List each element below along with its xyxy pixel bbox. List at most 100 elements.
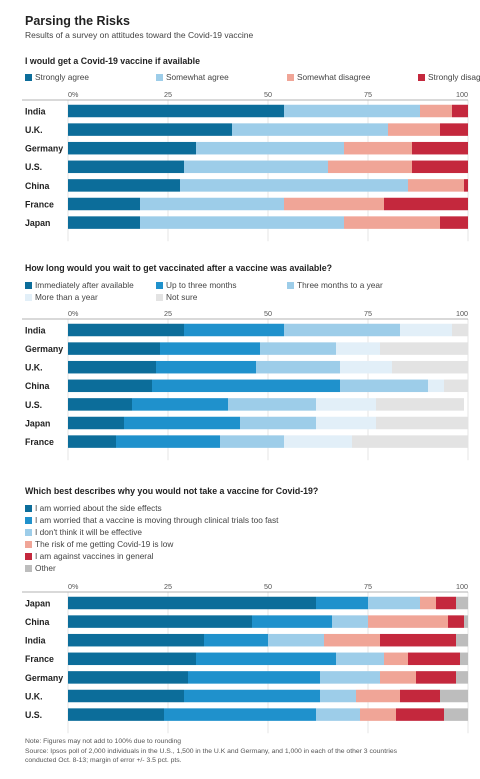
chart-2-bar-segment <box>116 435 220 448</box>
legend-label: More than a year <box>35 292 98 302</box>
chart-3-bar-segment <box>420 596 436 610</box>
chart-3-legend-item: I am against vaccines in general <box>25 551 154 561</box>
legend-label: I am against vaccines in general <box>35 551 154 561</box>
legend-label: Three months to a year <box>297 280 383 290</box>
footnote-source: Source: Ipsos poll of 2,000 individuals … <box>25 747 398 755</box>
chart-3-bar-segment <box>380 633 456 647</box>
legend-swatch <box>25 541 32 548</box>
chart-1-bar-segment <box>328 160 412 174</box>
chart-1-category-label: India <box>25 106 46 116</box>
chart-3-legend-item: Other <box>25 563 56 573</box>
chart-3-bar-segment <box>252 615 332 628</box>
chart-1-legend-item: Strongly disagree <box>418 72 480 82</box>
chart-3-bar-segment <box>380 671 416 684</box>
chart-3-bar-segment <box>320 689 356 703</box>
chart-2-title: How long would you wait to get vaccinate… <box>25 263 332 273</box>
legend-swatch <box>25 294 32 301</box>
chart-3-bar-segment <box>164 708 316 721</box>
chart-2-bar-segment <box>452 323 468 337</box>
chart-3-tick-label: 100 <box>456 582 468 591</box>
chart-3-bar-segment <box>384 652 408 666</box>
legend-swatch <box>287 74 294 81</box>
chart-2-bar-segment <box>260 342 336 355</box>
chart-3-bar-segment <box>444 708 468 721</box>
chart-1-bar-segment <box>68 216 140 229</box>
chart-2-bar-segment <box>340 379 428 393</box>
chart-2-bar-segment <box>68 416 124 430</box>
chart-3-bar-segment <box>68 633 204 647</box>
chart-1-bar-segment <box>412 141 468 155</box>
chart-2-bar-segment <box>376 416 468 430</box>
chart-3-bar-segment <box>456 633 468 647</box>
chart-1-category-label: France <box>25 199 54 209</box>
chart-1-tick-label: 25 <box>164 90 172 99</box>
chart-3-bar-segment <box>316 708 360 721</box>
chart-2-legend-item: Immediately after available <box>25 280 134 290</box>
chart-3-bar-segment <box>368 615 448 628</box>
chart-2-bar-segment <box>184 323 284 337</box>
chart-2-tick-label: 100 <box>456 309 468 318</box>
chart-2-legend-item: Not sure <box>156 292 197 302</box>
chart-3-bar-segment <box>336 652 384 666</box>
legend-label: Up to three months <box>166 280 237 290</box>
chart-2-bar-segment <box>376 398 464 411</box>
chart-2-bar-segment <box>68 323 184 337</box>
chart-1-legend-item: Somewhat agree <box>156 72 229 82</box>
chart-1-bar-segment <box>388 123 440 136</box>
chart-3-bar-segment <box>316 596 368 610</box>
chart-1-bar-segment <box>68 123 232 136</box>
chart-2-legend-item: More than a year <box>25 292 98 302</box>
chart-3-tick-label: 75 <box>364 582 372 591</box>
chart-3-bar-segment <box>436 596 456 610</box>
chart-3-bar-segment <box>408 652 460 666</box>
chart-2-legend-item: Up to three months <box>156 280 237 290</box>
chart-3-bar-segment <box>320 671 380 684</box>
chart-2-bar-segment <box>160 342 260 355</box>
chart-3-bar-segment <box>356 689 400 703</box>
chart-1-bar-segment <box>284 104 420 118</box>
chart-1-bar-segment <box>420 104 452 118</box>
legend-label: Strongly agree <box>35 72 89 82</box>
legend-label: Other <box>35 563 56 573</box>
chart-3-legend-item: The risk of me getting Covid-19 is low <box>25 539 173 549</box>
chart-3-bar-segment <box>204 633 268 647</box>
chart-2-legend-item: Three months to a year <box>287 280 383 290</box>
chart-3-bar-segment <box>400 689 440 703</box>
chart-2-bar-segment <box>428 379 444 393</box>
chart-1-bar-segment <box>140 197 284 211</box>
chart-2-bar-segment <box>380 342 468 355</box>
chart-1-category-label: U.K. <box>25 125 43 135</box>
chart-2-category-label: U.S. <box>25 400 42 410</box>
chart-3-category-label: France <box>25 654 54 664</box>
page-title: Parsing the Risks <box>25 14 130 28</box>
chart-2-bar-segment <box>68 398 132 411</box>
chart-3-bar-segment <box>396 708 444 721</box>
chart-1-bar-segment <box>140 216 344 229</box>
legend-swatch <box>25 553 32 560</box>
chart-3-legend-item: I don't think it will be effective <box>25 527 142 537</box>
chart-3-legend: I am worried about the side effects I am … <box>25 503 475 575</box>
chart-1-bar-segment <box>384 197 468 211</box>
legend-label: I am worried about the side effects <box>35 503 162 513</box>
chart-2-bar-segment <box>444 379 468 393</box>
chart-3-category-label: U.S. <box>25 710 42 720</box>
chart-3-bar-segment <box>68 615 252 628</box>
chart-1-bar-segment <box>196 141 344 155</box>
chart-2-bar-segment <box>256 360 340 374</box>
chart-1-category-label: Japan <box>25 218 50 228</box>
chart-3-plot: 0% 25 50 75 100 Japan China India France Germany U… <box>22 582 469 734</box>
chart-1-tick-label: 0% <box>68 90 79 99</box>
chart-2-bar-segment <box>400 323 452 337</box>
chart-3-bar-segment <box>324 633 380 647</box>
chart-1-bar-segment <box>440 123 468 136</box>
chart-3-category-label: India <box>25 636 46 646</box>
chart-3-tick-label: 0% <box>68 582 79 591</box>
chart-1-tick-label: 50 <box>264 90 272 99</box>
chart-2-bar-segment <box>284 435 352 448</box>
chart-2-bar-segment <box>240 416 316 430</box>
chart-1-bar-segment <box>68 179 180 192</box>
chart-1-legend-item: Somewhat disagree <box>287 72 370 82</box>
chart-3-bar-segment <box>368 596 420 610</box>
chart-3-category-label: Japan <box>25 598 50 608</box>
chart-1-title: I would get a Covid-19 vaccine if availa… <box>25 56 201 66</box>
